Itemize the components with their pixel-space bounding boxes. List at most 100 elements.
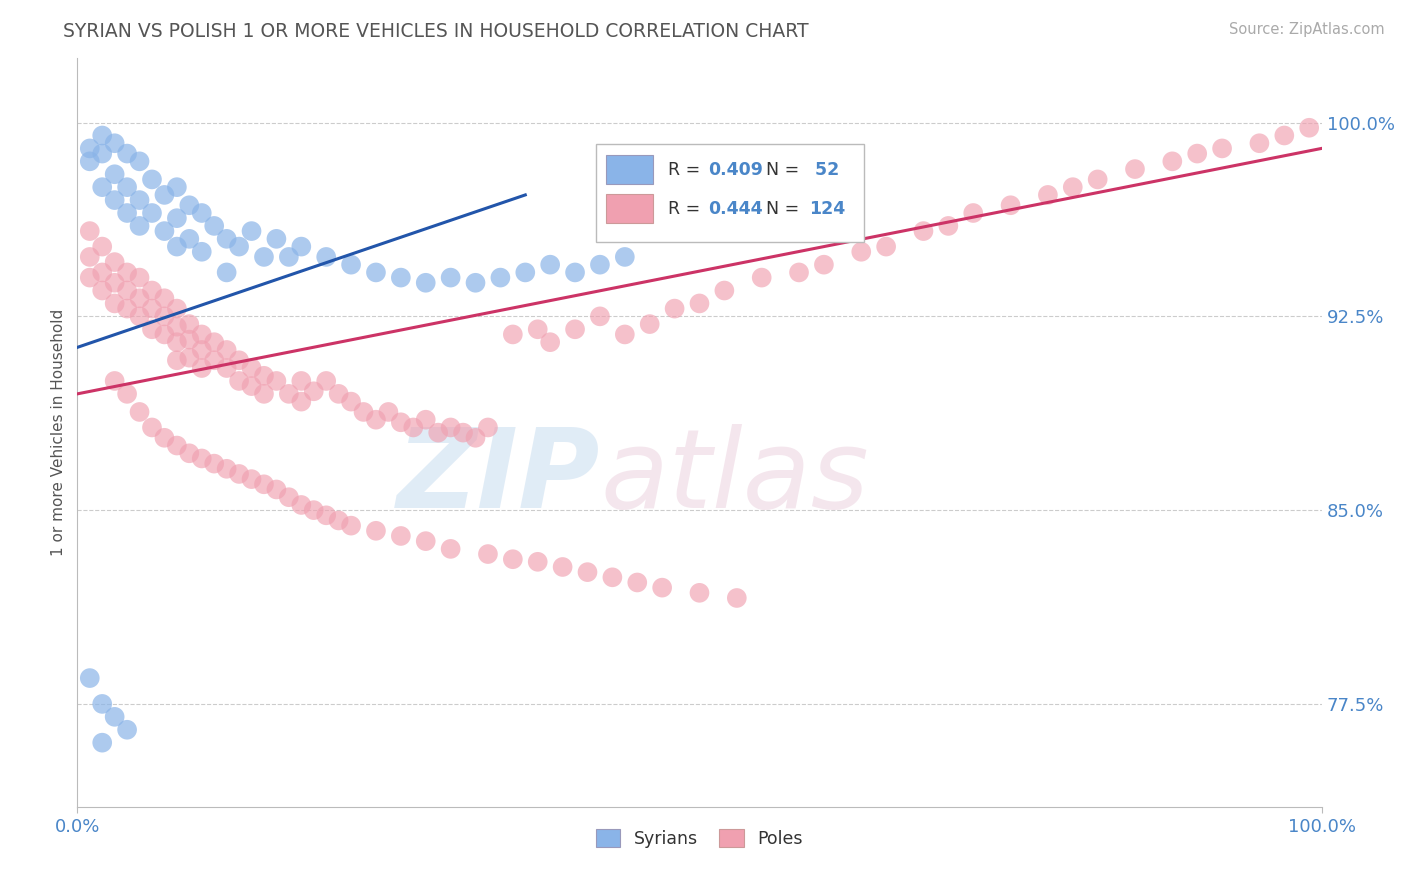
Legend: Syrians, Poles: Syrians, Poles [589,822,810,855]
Point [328,513,350,527]
Text: 0.444: 0.444 [709,200,763,218]
Point [179,446,201,460]
Point [1185,146,1208,161]
Y-axis label: 1 or more Vehicles in Household: 1 or more Vehicles in Household [51,309,66,557]
Point [202,219,225,233]
Point [725,591,748,605]
Text: R =: R = [668,200,706,218]
Point [377,405,399,419]
Point [962,206,984,220]
Point [253,387,276,401]
Point [128,154,150,169]
Point [613,250,636,264]
Text: ZIP: ZIP [396,424,600,531]
Point [104,136,127,151]
Point [191,451,214,466]
Point [115,284,138,298]
Text: 124: 124 [808,200,845,218]
Point [240,379,263,393]
Point [91,265,114,279]
Point [277,387,299,401]
Point [228,374,250,388]
Point [340,394,363,409]
Text: Source: ZipAtlas.com: Source: ZipAtlas.com [1229,22,1385,37]
Point [277,490,299,504]
Point [589,258,612,272]
Point [179,198,201,212]
Point [91,146,114,161]
Point [228,467,250,481]
Point [240,361,263,376]
Point [1211,141,1233,155]
Point [91,239,114,253]
FancyBboxPatch shape [606,155,654,184]
Point [689,296,711,310]
Point [115,206,138,220]
Point [1161,154,1184,169]
Point [576,565,599,579]
Point [202,353,225,368]
Point [128,219,150,233]
Point [215,265,238,279]
Point [364,524,387,538]
Point [538,335,561,350]
Point [277,250,299,264]
Text: 0.409: 0.409 [709,161,763,178]
Point [166,438,188,452]
Point [302,384,325,399]
Point [689,586,711,600]
Point [153,327,176,342]
Text: atlas: atlas [600,424,869,531]
Point [787,265,810,279]
Point [340,518,363,533]
Point [302,503,325,517]
Point [253,250,276,264]
Point [141,206,163,220]
Point [526,322,548,336]
Point [104,193,127,207]
Point [128,310,150,324]
Point [1000,198,1022,212]
Point [502,327,524,342]
Point [564,265,586,279]
Point [104,167,127,181]
Point [415,276,437,290]
Point [215,232,238,246]
Point [389,270,412,285]
Point [439,420,461,434]
Point [364,413,387,427]
Point [215,343,238,357]
Point [104,710,127,724]
Point [1087,172,1109,186]
Point [290,239,312,253]
Point [751,270,773,285]
Point [240,224,263,238]
Point [638,317,661,331]
Point [166,319,188,334]
Point [191,206,214,220]
Point [538,258,561,272]
Point [166,239,188,253]
Point [91,284,114,298]
Point [128,270,150,285]
Point [439,541,461,556]
Point [79,270,101,285]
Point [415,413,437,427]
Point [664,301,686,316]
Point [502,552,524,566]
Point [589,310,612,324]
Point [202,457,225,471]
Point [315,250,337,264]
Point [79,671,101,685]
Text: N =: N = [755,200,806,218]
Point [228,239,250,253]
Point [266,483,288,497]
Point [464,431,486,445]
Point [464,276,486,290]
Point [179,333,201,347]
Point [626,575,648,590]
Point [439,270,461,285]
Point [402,420,425,434]
Point [166,180,188,194]
Point [179,232,201,246]
